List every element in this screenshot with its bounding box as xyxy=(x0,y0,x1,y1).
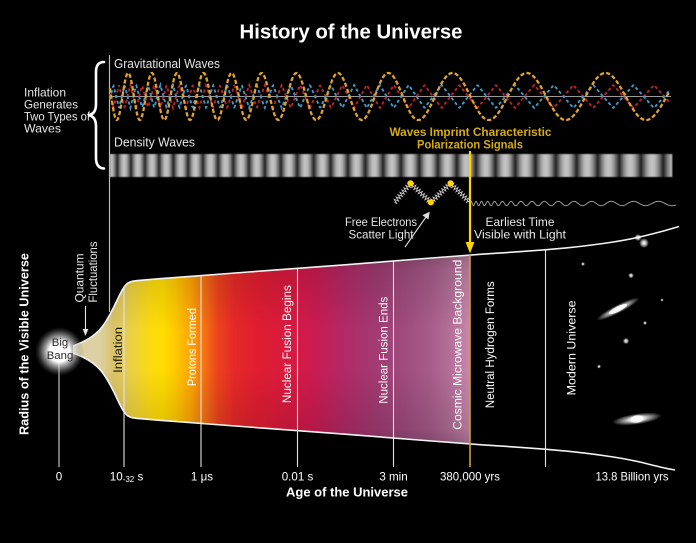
svg-text:Free Electrons: Free Electrons xyxy=(345,215,417,229)
svg-text:Generates: Generates xyxy=(24,98,78,112)
svg-text:Inflation: Inflation xyxy=(111,327,125,373)
svg-text:Waves Imprint Characteristic: Waves Imprint Characteristic xyxy=(390,125,552,139)
svg-text:380,000 yrs: 380,000 yrs xyxy=(440,471,500,484)
svg-text:Gravitational Waves: Gravitational Waves xyxy=(114,56,220,71)
svg-text:Cosmic Microwave Background: Cosmic Microwave Background xyxy=(451,260,465,430)
svg-text:Two Types of: Two Types of xyxy=(24,110,91,124)
svg-text:Protons Formed: Protons Formed xyxy=(185,308,199,386)
svg-text:Big: Big xyxy=(52,337,68,349)
svg-text:13.8 Billion yrs: 13.8 Billion yrs xyxy=(596,471,669,484)
svg-text:Earliest Time: Earliest Time xyxy=(486,215,555,229)
svg-text:Modern Universe: Modern Universe xyxy=(565,300,579,395)
svg-text:0: 0 xyxy=(56,471,62,484)
svg-text:Inflation: Inflation xyxy=(24,85,66,99)
svg-text:10-32 s: 10-32 s xyxy=(110,471,144,485)
svg-text:0.01 s: 0.01 s xyxy=(282,471,314,484)
svg-text:Radius of the Visible Universe: Radius of the Visible Universe xyxy=(16,253,31,435)
svg-text:Visible with Light: Visible with Light xyxy=(474,227,567,241)
svg-text:1 μs: 1 μs xyxy=(191,471,213,484)
svg-text:Density Waves: Density Waves xyxy=(114,135,195,150)
svg-text:Fluctuations: Fluctuations xyxy=(87,241,100,302)
svg-text:Quantum: Quantum xyxy=(74,254,87,303)
svg-text:Waves: Waves xyxy=(24,122,61,136)
svg-text:Neutral Hydrogen Forms: Neutral Hydrogen Forms xyxy=(483,281,497,408)
svg-text:Bang: Bang xyxy=(47,350,74,362)
svg-text:Age of the Universe: Age of the Universe xyxy=(286,485,408,500)
svg-text:Nuclear Fusion Ends: Nuclear Fusion Ends xyxy=(377,297,391,404)
svg-text:Nuclear Fusion Begins: Nuclear Fusion Begins xyxy=(280,285,294,403)
svg-text:3 min: 3 min xyxy=(379,471,407,484)
svg-text:History of the Universe: History of the Universe xyxy=(240,22,463,44)
svg-text:Scatter Light: Scatter Light xyxy=(349,227,415,241)
svg-text:Polarization Signals: Polarization Signals xyxy=(417,137,523,151)
